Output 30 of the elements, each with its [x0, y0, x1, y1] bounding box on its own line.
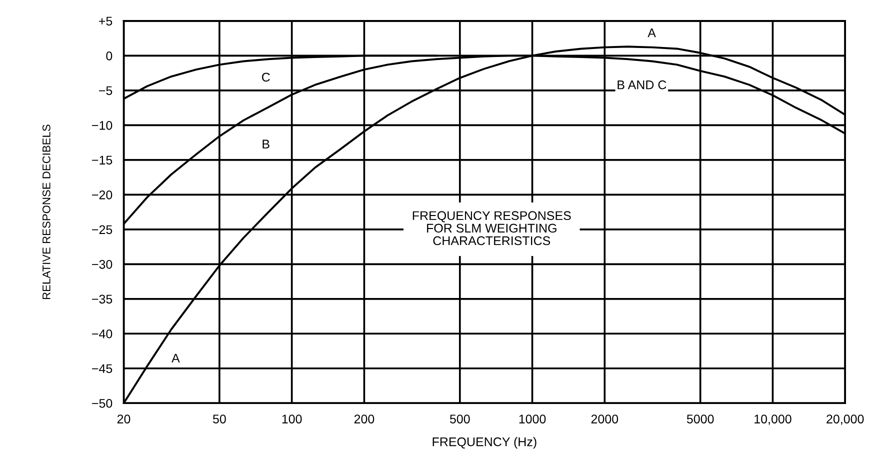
annotation: A — [648, 28, 656, 38]
annotation: FREQUENCY RESPONSES FOR SLM WEIGHTING CHARACTERISTICS — [412, 211, 571, 246]
x-axis-title: FREQUENCY (Hz) — [432, 437, 536, 449]
y-tick-label: −40 — [92, 329, 112, 338]
x-tick-label: 20,000 — [826, 414, 864, 425]
y-tick-label: −25 — [92, 225, 112, 234]
y-tick-label: −20 — [92, 190, 112, 200]
y-tick-label: +5 — [99, 16, 112, 26]
x-tick-label: 1000 — [519, 414, 546, 424]
y-tick-label: −30 — [92, 260, 112, 269]
annotation: A — [172, 354, 180, 362]
x-tick-label: 5000 — [686, 414, 714, 424]
y-tick-label: −15 — [92, 156, 112, 165]
x-tick-label: 10,000 — [754, 414, 792, 425]
x-tick-label: 100 — [282, 414, 302, 424]
x-tick-label: 500 — [450, 414, 470, 424]
y-tick-label: −45 — [92, 364, 112, 374]
annotation: B — [262, 140, 270, 148]
y-tick-label: −35 — [92, 294, 112, 304]
y-tick-label: −10 — [92, 120, 112, 130]
y-axis-title: RELATIVE RESPONSE DECIBELS — [42, 124, 50, 300]
annotation: B AND C — [618, 80, 666, 90]
y-tick-label: −5 — [99, 86, 112, 96]
x-tick-label: 20 — [117, 414, 130, 424]
y-tick-label: 0 — [106, 51, 112, 60]
annotation: C — [262, 72, 270, 82]
y-tick-label: −50 — [92, 398, 112, 408]
x-tick-label: 200 — [354, 414, 374, 424]
x-tick-label: 2000 — [591, 414, 618, 424]
x-tick-label: 50 — [212, 414, 226, 424]
